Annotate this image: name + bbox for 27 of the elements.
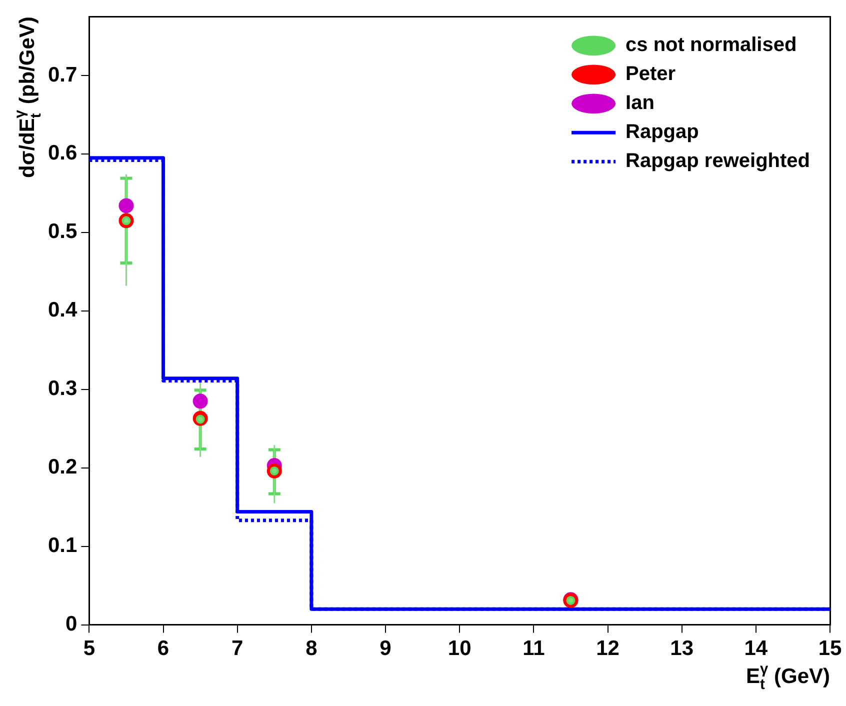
y-tick-label: 0.2 [48, 456, 78, 479]
x-tick-label: 9 [380, 637, 392, 660]
x-tick-label: 11 [522, 637, 546, 660]
y-axis-title: dσ/dEtγ (pb/GeV) [12, 16, 44, 178]
x-tick-label: 12 [596, 637, 620, 660]
y-tick-label: 0.3 [48, 377, 78, 400]
legend-label: Peter [626, 63, 676, 86]
x-tick-label: 7 [232, 637, 244, 660]
x-tick-label: 10 [448, 637, 472, 660]
y-tick-label: 0.1 [48, 534, 78, 558]
y-tick-label: 0.6 [48, 142, 78, 165]
point [118, 198, 134, 214]
x-tick-label: 15 [818, 637, 842, 660]
x-tick-label: 5 [83, 637, 96, 660]
legend-label: cs not normalised [626, 34, 797, 56]
x-tick-label: 6 [157, 637, 170, 660]
y-tick-label: 0.7 [48, 63, 78, 86]
legend-label: Rapgap reweighted [626, 150, 810, 172]
y-tick-label: 0 [66, 612, 78, 636]
x-tick-label: 8 [306, 637, 318, 660]
x-tick-label: 13 [670, 637, 694, 660]
point [192, 394, 208, 409]
legend-label: Rapgap [626, 121, 699, 144]
x-tick-label: 14 [744, 637, 768, 660]
y-tick-label: 0.5 [48, 220, 78, 244]
legend-label: Ian [626, 92, 654, 114]
y-tick-label: 0.4 [48, 298, 78, 322]
